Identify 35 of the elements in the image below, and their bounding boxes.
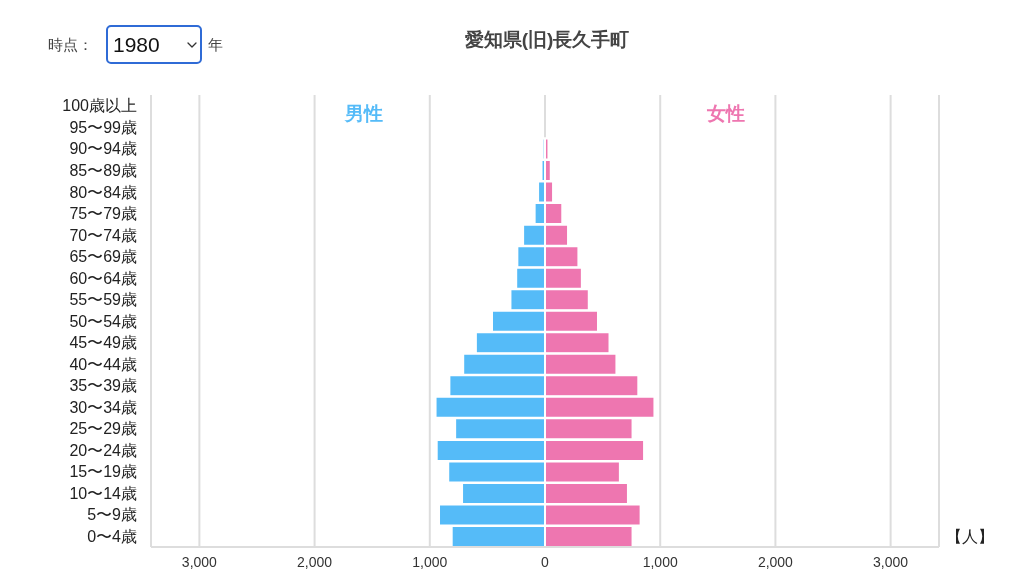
y-tick-label: 35〜39歳 (69, 377, 137, 395)
y-tick-label: 20〜24歳 (69, 441, 137, 459)
x-tick-label: 1,000 (412, 553, 448, 570)
y-tick-label: 70〜74歳 (69, 226, 137, 244)
y-tick-label: 90〜94歳 (69, 140, 137, 158)
x-axis-title: 【人】 (946, 527, 994, 547)
dropdown: 1980 (106, 25, 202, 64)
y-tick-label: 65〜69歳 (69, 248, 137, 266)
y-tick-label: 45〜49歳 (69, 334, 137, 352)
x-tick-label: 2,000 (757, 553, 794, 570)
x-tick-label: 3,000 (181, 553, 218, 570)
y-tick-label: 10〜14歳 (69, 484, 137, 502)
y-tick-label: 80〜84歳 (69, 183, 137, 201)
text: 女性 (706, 102, 747, 126)
x-tick-label: 0 (541, 553, 550, 570)
text: 男性 (343, 102, 384, 126)
y-tick-label: 50〜54歳 (69, 312, 137, 330)
y-tick-label: 15〜19歳 (69, 463, 137, 481)
y-tick-label: 0〜4歳 (87, 527, 137, 545)
y-tick-label: 30〜34歳 (69, 398, 137, 416)
y-tick-label: 75〜79歳 (69, 205, 137, 223)
chart-title: 愛知県(旧)長久手町 (463, 28, 631, 52)
x-tick-label: 1,000 (642, 553, 678, 570)
y-tick-label: 100歳以上 (62, 97, 137, 115)
text: 年 (208, 36, 223, 55)
y-tick-label: 85〜89歳 (69, 162, 137, 180)
y-tick-label: 60〜64歳 (69, 269, 137, 287)
x-tick-label: 3,000 (873, 553, 909, 570)
y-tick-label: 55〜59歳 (69, 291, 137, 309)
x-tick-label: 2,000 (297, 553, 333, 570)
y-tick-label: 40〜44歳 (69, 355, 137, 373)
y-tick-label: 95〜99歳 (69, 118, 137, 136)
text: 時点： (48, 36, 93, 55)
y-tick-label: 5〜9歳 (87, 506, 137, 524)
y-tick-label: 25〜29歳 (69, 420, 137, 438)
